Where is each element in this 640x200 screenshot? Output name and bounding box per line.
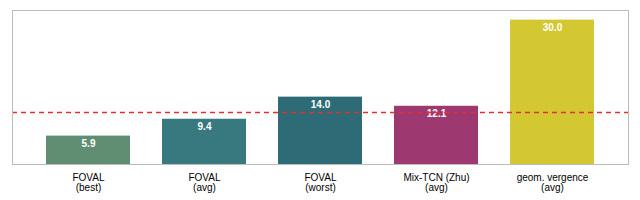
svg-text:12.1: 12.1 bbox=[427, 108, 447, 119]
svg-text:14.0: 14.0 bbox=[311, 99, 331, 110]
svg-text:5.9: 5.9 bbox=[82, 138, 96, 149]
svg-text:30.0: 30.0 bbox=[543, 22, 563, 33]
svg-text:FOVAL(avg): FOVAL(avg) bbox=[188, 172, 220, 193]
svg-text:FOVAL(best): FOVAL(best) bbox=[72, 172, 104, 193]
svg-text:geom. vergence(avg): geom. vergence(avg) bbox=[517, 172, 589, 193]
svg-text:Mix-TCN (Zhu)(avg): Mix-TCN (Zhu)(avg) bbox=[403, 172, 469, 193]
svg-text:FOVAL(worst): FOVAL(worst) bbox=[304, 172, 336, 193]
svg-text:9.4: 9.4 bbox=[198, 121, 212, 132]
